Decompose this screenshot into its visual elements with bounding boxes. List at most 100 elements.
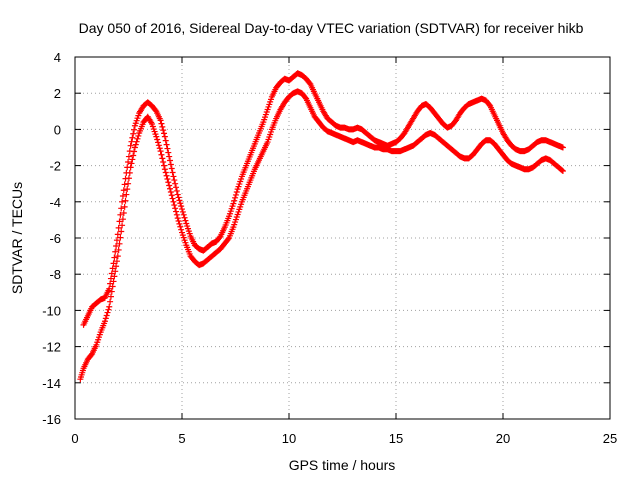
data-point (163, 141, 170, 148)
data-point (162, 169, 169, 176)
data-point (232, 191, 239, 198)
data-point (128, 160, 135, 167)
data-point (117, 211, 124, 218)
data-point (170, 198, 177, 205)
data-point (559, 144, 566, 151)
data-point (232, 194, 239, 201)
data-point (233, 189, 240, 196)
data-point (112, 248, 119, 255)
data-point (118, 205, 125, 212)
data-point (179, 206, 185, 213)
data-point (160, 127, 167, 134)
data-point (129, 134, 136, 141)
data-point (122, 197, 129, 204)
data-point (130, 152, 137, 159)
y-tick-label: -4 (49, 195, 61, 210)
data-point (124, 186, 131, 193)
data-point (110, 260, 117, 267)
data-point (119, 198, 126, 205)
data-point (165, 149, 172, 156)
x-tick-label: 20 (496, 431, 510, 446)
data-point (106, 285, 113, 292)
data-point (177, 223, 184, 230)
data-point (107, 293, 114, 300)
data-point (171, 177, 178, 184)
data-point (118, 228, 125, 235)
data-point (131, 144, 138, 151)
data-point (166, 153, 173, 160)
data-point (126, 148, 133, 155)
data-point (179, 208, 186, 215)
data-point (169, 169, 176, 176)
data-point (113, 242, 120, 249)
y-tick-label: -14 (42, 376, 61, 391)
y-tick-label: 0 (54, 122, 61, 137)
data-point (173, 208, 180, 215)
y-tick-label: -2 (49, 159, 61, 174)
data-point (121, 181, 128, 188)
data-point (109, 265, 116, 272)
data-point (155, 139, 162, 146)
data-point (106, 303, 113, 310)
x-tick-label: 0 (71, 431, 78, 446)
data-point (172, 180, 179, 187)
data-marks (77, 70, 566, 383)
data-point (133, 138, 140, 145)
x-tick-label: 10 (282, 431, 296, 446)
data-point (153, 133, 160, 140)
data-point (168, 192, 175, 199)
data-point (176, 197, 183, 204)
y-tick-label: -12 (42, 340, 61, 355)
data-point (123, 191, 130, 198)
x-tick-label: 5 (178, 431, 185, 446)
data-point (157, 117, 164, 124)
data-point (162, 137, 169, 144)
y-tick-label: -6 (49, 231, 61, 246)
data-point (164, 145, 171, 152)
data-point (107, 298, 114, 305)
data-point (231, 197, 238, 204)
data-point (120, 187, 127, 194)
data-point (123, 169, 130, 176)
data-point (130, 130, 137, 137)
data-point (168, 165, 175, 172)
data-point (173, 184, 180, 191)
data-point (167, 161, 174, 168)
data-point (166, 182, 173, 189)
data-point (120, 210, 127, 217)
y-tick-label: -8 (49, 267, 61, 282)
data-point (169, 195, 176, 202)
axis-ticks: 0 5 10 15 20 25 -16 -14 -12 -10 -8 -6 -4 -2 0 2 4 (42, 50, 617, 446)
data-point (173, 187, 180, 194)
data-point (559, 167, 566, 174)
data-point (128, 138, 135, 145)
data-point (161, 133, 168, 140)
data-point (165, 179, 172, 186)
data-point (119, 222, 126, 229)
data-point (127, 142, 134, 149)
data-point (182, 217, 189, 224)
data-point (181, 214, 188, 221)
data-point (119, 193, 126, 200)
data-point (121, 203, 128, 210)
data-point (114, 231, 121, 238)
y-tick-label: -10 (42, 303, 61, 318)
data-point (161, 162, 168, 169)
data-point (125, 158, 132, 165)
data-point (114, 253, 121, 260)
data-point (175, 194, 182, 201)
data-point (167, 185, 174, 192)
data-point (167, 189, 174, 196)
data-point (161, 166, 168, 173)
chart-title: Day 050 of 2016, Sidereal Day-to-day VTE… (79, 20, 584, 36)
data-point (154, 136, 161, 143)
data-point (163, 172, 170, 179)
data-point (132, 141, 139, 148)
data-point (559, 168, 566, 175)
data-point (125, 180, 132, 187)
data-point (160, 158, 167, 165)
data-point (113, 237, 120, 244)
data-point (135, 132, 142, 139)
data-point (174, 191, 181, 198)
data-point (116, 218, 123, 225)
